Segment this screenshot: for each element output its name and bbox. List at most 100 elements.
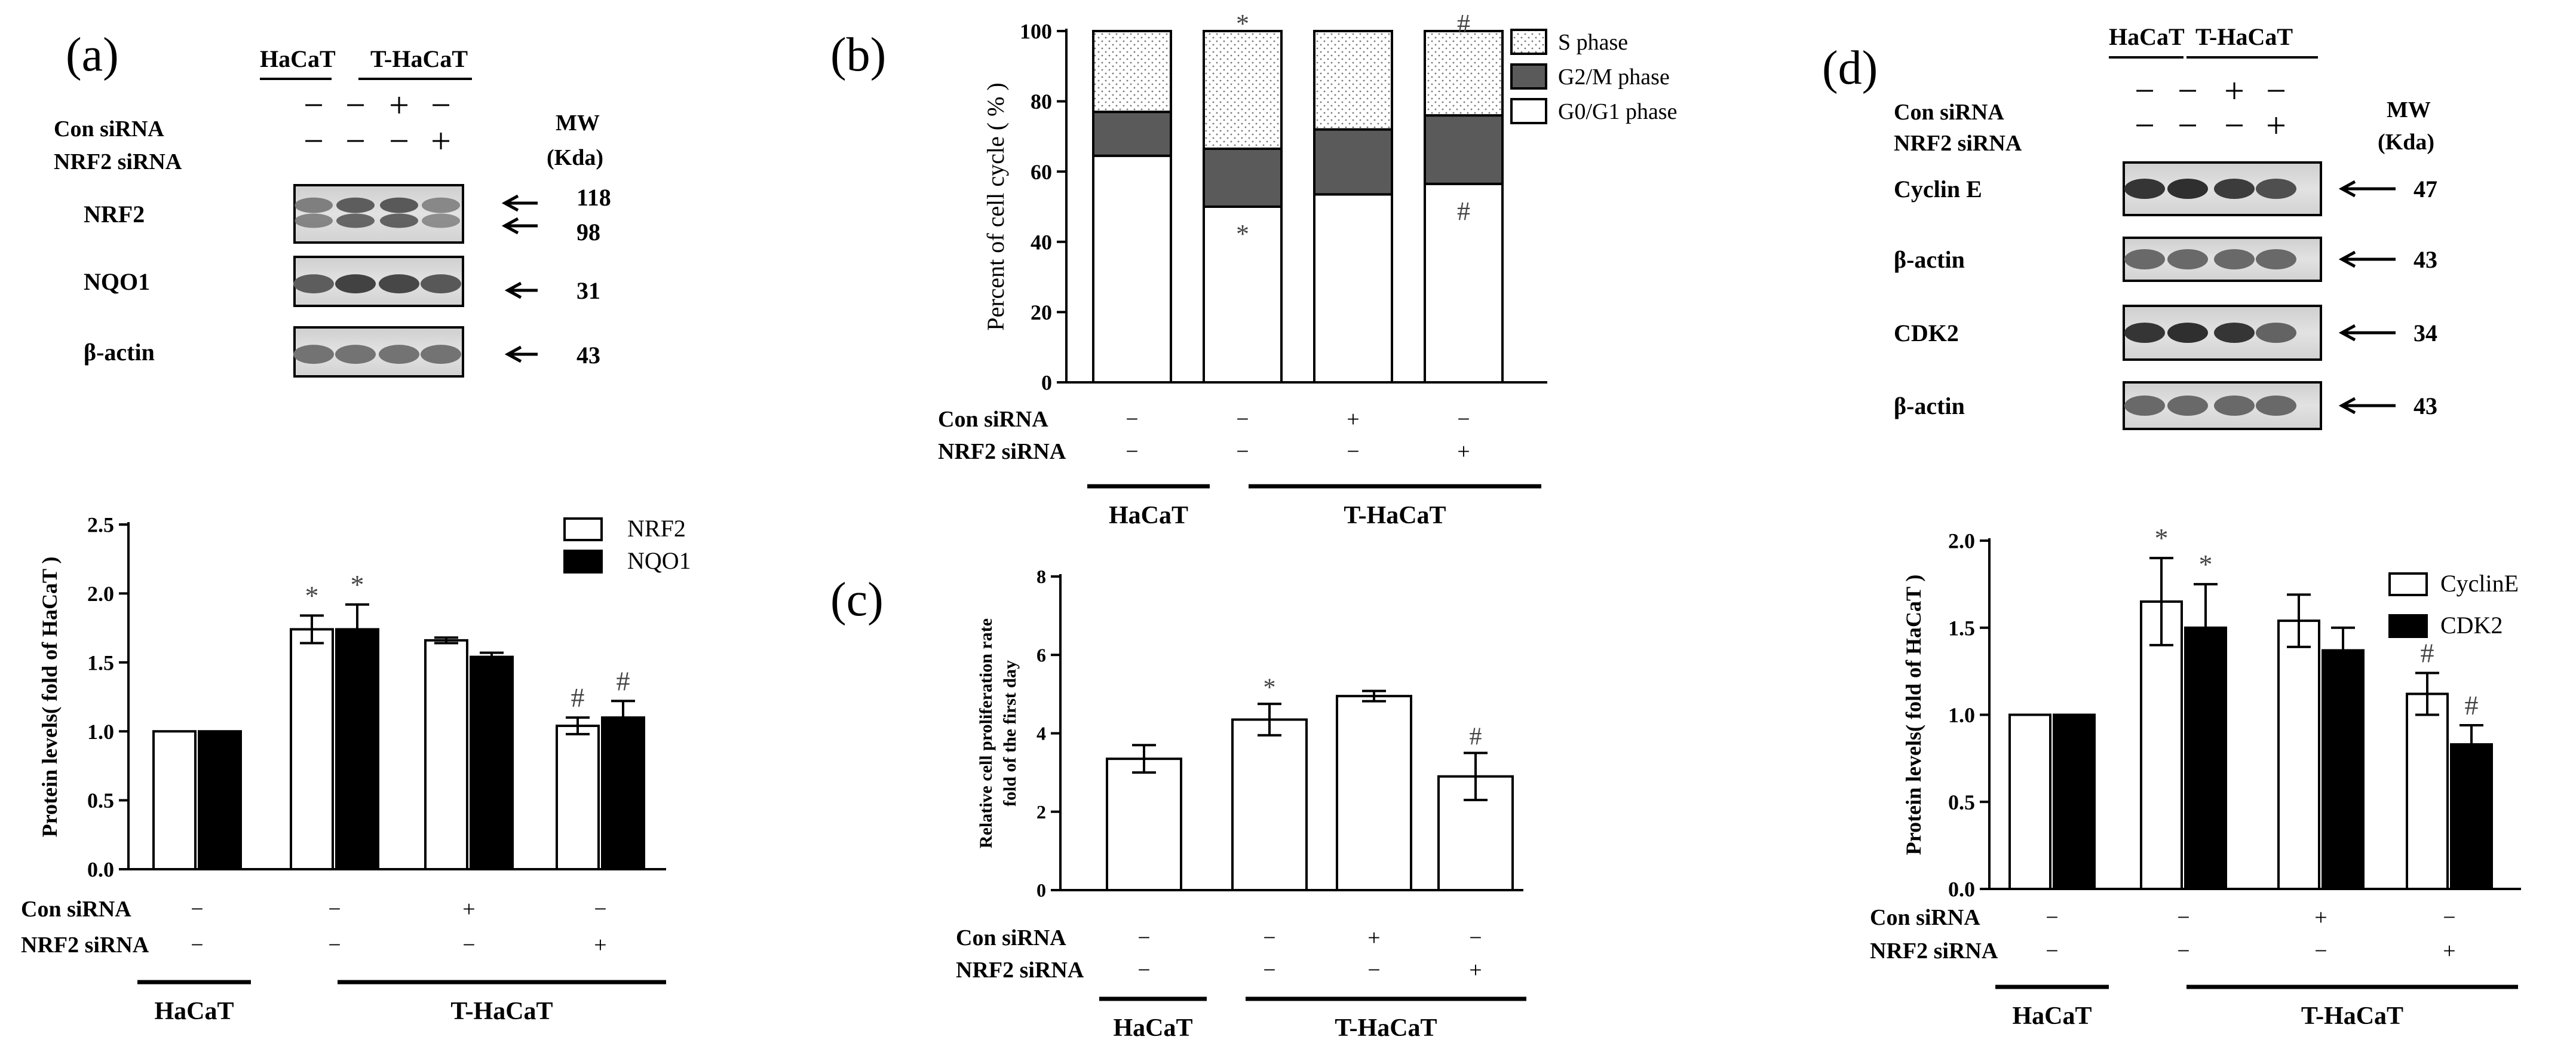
con-sirna-label: Con siRNA [1870,905,1980,930]
blot-row-label: CDK2 [1894,320,1959,346]
nrf2-sirna-label: NRF2 siRNA [21,933,149,958]
significance-mark: * [2199,549,2213,579]
significance-mark: # [1457,197,1470,226]
y-tick-label: 2.0 [1948,529,1975,553]
blot-band [2124,395,2165,416]
con-sirna-mark: − [2046,905,2058,930]
blot-nrf2-sirna-label: NRF2 siRNA [1894,131,2022,156]
significance-mark: * [1236,9,1249,38]
blot-con-sirna-label: Con siRNA [54,116,164,142]
legend-label-nqo1: NQO1 [627,547,691,574]
group-label-hacat: HaCaT [1113,1014,1192,1042]
blot-band [422,197,460,213]
nrf2-sirna-label: NRF2 siRNA [1870,939,1998,964]
blot-row-label: β-actin [1894,392,1965,419]
blot-band [2256,323,2296,343]
blot-row-label: NQO1 [84,268,150,295]
con-sirna-mark: − [1457,407,1470,432]
bar-nqo1 [470,655,514,870]
bar-cycline [2277,620,2320,890]
mw-value: 118 [576,184,611,211]
arrow-head [2338,250,2356,268]
y-tick-label: 4 [1036,723,1046,744]
legend-swatch-nrf2 [563,517,603,541]
blot-con-mark: − [2266,71,2286,111]
nrf2-sirna-mark: − [1236,439,1249,464]
y-tick-label: 0.0 [1948,878,1975,901]
blot-band [2214,249,2255,269]
y-tick-label: 0.5 [1948,790,1975,814]
panel-c: (c) 0 2 4 6 8 Relative cell proliferation rate… [830,566,1526,1042]
mw-value: 47 [2414,176,2437,203]
y-tick-label: 60 [1031,160,1052,184]
nrf2-sirna-mark: − [191,933,203,958]
bar-nrf2 [424,639,468,870]
bar-g2-m-phase [1313,128,1393,196]
nrf2-sirna-mark: + [2443,939,2455,964]
bar-nqo1 [601,716,645,870]
mw-value: 34 [2414,320,2437,346]
bar-nqo1 [198,730,242,870]
con-sirna-mark: − [1126,407,1138,432]
y-tick-label: 100 [1020,20,1052,44]
nrf2-sirna-mark: − [1137,958,1150,983]
group-label-hacat: HaCaT [1109,502,1188,529]
group-label-hacat: HaCaT [154,998,234,1025]
y-tick-label: 20 [1031,300,1052,324]
y-tick-label: 1.5 [1948,616,1975,640]
nrf2-sirna-mark: + [1469,958,1482,983]
con-sirna-mark: + [1367,925,1380,950]
legend-label: G2/M phase [1558,65,1670,90]
blot-band [295,213,333,228]
blot-band [335,345,376,364]
blot-band [2167,323,2208,343]
blot-con-sirna-label: Con siRNA [1894,100,2004,125]
y-tick-label: 0 [1036,879,1046,901]
blot-row-label: β-actin [1894,246,1965,273]
mw-value: 31 [576,277,600,304]
significance-mark: # [571,682,585,713]
y-tick-label: 1.5 [87,651,114,674]
arrow-head [2338,324,2356,342]
bar-nrf2 [556,724,600,871]
blot-band [2214,395,2255,416]
legend-swatch-nqo1 [563,550,603,574]
blot-con-mark: + [389,85,409,125]
blot-band [2214,179,2255,199]
blot-nrf2-sirna-label: NRF2 siRNA [54,149,182,174]
kda-label: (Kda) [2378,130,2434,155]
blot-row-label: β-actin [84,339,155,366]
y-tick-label: 2.0 [87,582,114,606]
blot-band [2256,395,2296,416]
nrf2-sirna-mark: − [328,933,341,958]
blot-band [2124,179,2165,199]
panel-label-d: (d) [1822,42,1878,94]
significance-mark: * [305,580,319,611]
blot-con-mark: − [303,85,324,125]
blot-con-mark: − [431,85,451,125]
legend-swatch [1510,63,1547,90]
nrf2-sirna-mark: + [1457,439,1470,464]
blot-band [379,274,419,294]
blot-nrf2-mark: − [2178,106,2198,145]
group-label-t-hacat: T-HaCaT [450,998,553,1025]
nrf2-sirna-mark: − [462,933,475,958]
significance-mark: # [1470,723,1482,750]
arrow-head [501,194,519,212]
con-sirna-mark: − [191,897,203,922]
blot-band [2124,249,2165,269]
bar-g2-m-phase [1424,114,1504,185]
bar-g0-g1-phase [1092,154,1172,384]
panel-b: (b) 0 20 40 60 80 100 Percent of cell cycle ( %… [830,9,1677,529]
con-sirna-mark: + [462,897,475,922]
legend-swatch-cycline [2388,572,2428,596]
blot-band [293,274,334,294]
arrow-head [2338,397,2356,415]
blot-band [335,274,376,294]
nrf2-sirna-mark: − [2046,939,2058,964]
nrf2-sirna-mark: − [2314,939,2327,964]
bar-proliferation [1336,695,1412,891]
blot-band [421,274,461,294]
